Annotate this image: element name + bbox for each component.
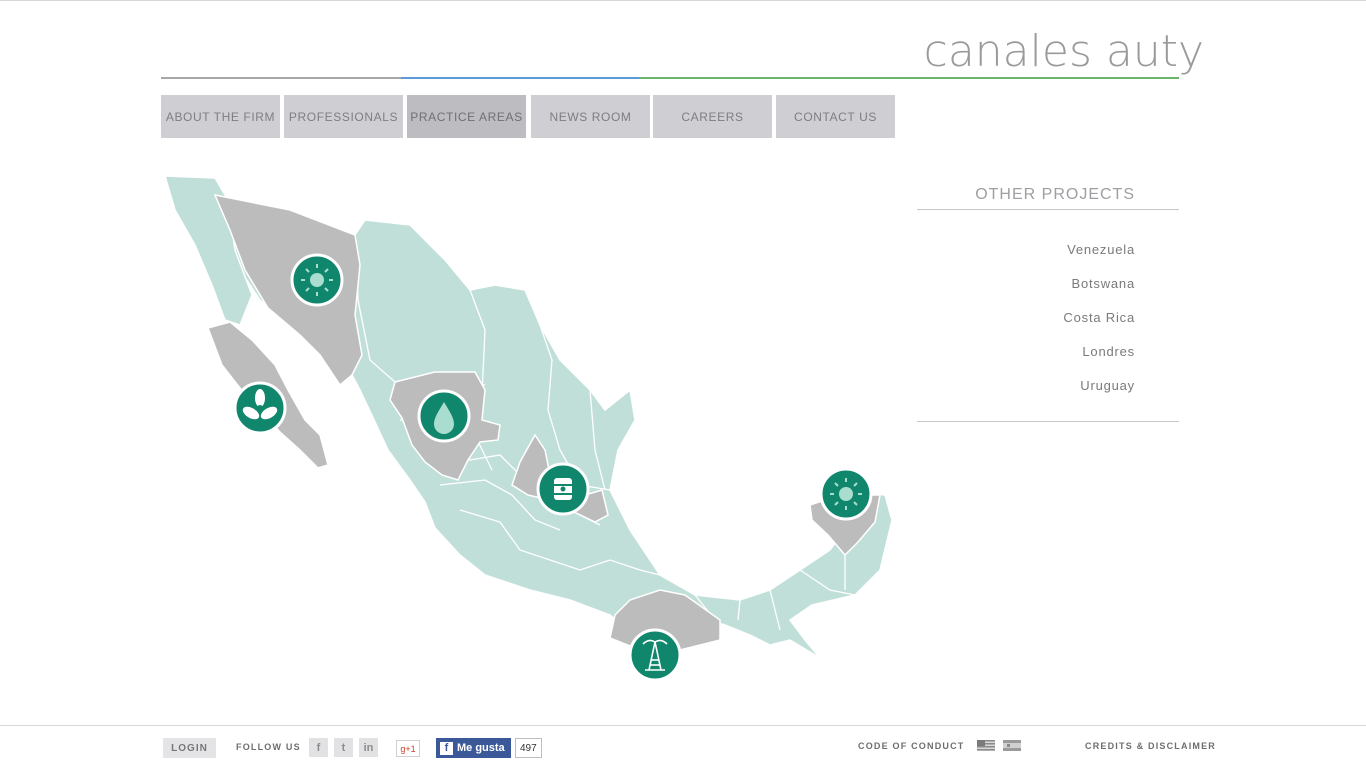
state-sonora (213, 193, 363, 387)
credits-disclaimer-link[interactable]: CREDITS & DISCLAIMER (1085, 741, 1217, 751)
login-button[interactable]: LOGIN (163, 738, 216, 758)
facebook-like-button[interactable]: f Me gusta (436, 738, 511, 758)
facebook-like-label: Me gusta (457, 742, 505, 754)
other-projects-panel: OTHER PROJECTS Venezuela Botswana Costa … (917, 186, 1179, 422)
facebook-logo-icon: f (440, 741, 453, 755)
nav-careers[interactable]: CAREERS (653, 95, 772, 138)
project-link-botswana[interactable]: Botswana (1071, 276, 1135, 291)
site-logo[interactable]: canales auty (923, 26, 1204, 77)
water-drop-icon (434, 402, 454, 434)
project-marker-oaxaca[interactable] (628, 628, 682, 682)
oil-barrel-icon (554, 478, 572, 500)
sun-icon (301, 264, 333, 296)
nav-practice-areas[interactable]: PRACTICE AREAS (407, 95, 526, 138)
linkedin-icon[interactable]: in (359, 738, 378, 757)
header-rule-blue (401, 77, 639, 79)
project-marker-durango[interactable] (417, 389, 471, 443)
header-rule-green (639, 77, 1179, 79)
project-link-venezuela[interactable]: Venezuela (1067, 242, 1135, 257)
header-rule-gray (161, 77, 401, 79)
other-projects-title: OTHER PROJECTS (975, 186, 1135, 203)
mexico-projects-map (140, 150, 910, 720)
project-marker-san-luis[interactable] (536, 462, 590, 516)
es-flag-icon[interactable] (1003, 740, 1021, 751)
nav-news-room[interactable]: NEWS ROOM (531, 95, 650, 138)
oil-rig-icon (642, 639, 668, 671)
footer: LOGIN FOLLOW US f t in g+1 f Me gusta 49… (0, 726, 1366, 768)
google-plus-one-button[interactable]: g+1 (396, 740, 420, 757)
baja-california (163, 175, 253, 326)
code-of-conduct-link[interactable]: CODE OF CONDUCT (858, 741, 965, 751)
project-marker-yucatan[interactable] (819, 467, 873, 521)
nav-contact-us[interactable]: CONTACT US (776, 95, 895, 138)
facebook-like-count: 497 (515, 738, 542, 758)
project-marker-baja[interactable] (233, 381, 287, 435)
project-link-londres[interactable]: Londres (1082, 344, 1135, 359)
other-projects-rule-top (917, 209, 1179, 210)
project-link-uruguay[interactable]: Uruguay (1080, 378, 1135, 393)
sun-icon (830, 478, 862, 510)
follow-us-label: FOLLOW US (236, 742, 301, 752)
nav-about-the-firm[interactable]: ABOUT THE FIRM (161, 95, 280, 138)
project-link-costa-rica[interactable]: Costa Rica (1063, 310, 1135, 325)
fan-icon (242, 389, 278, 420)
project-marker-sonora[interactable] (290, 253, 344, 307)
twitter-icon[interactable]: t (334, 738, 353, 757)
nav-professionals[interactable]: PROFESSIONALS (284, 95, 403, 138)
facebook-icon[interactable]: f (309, 738, 328, 757)
footer-rule (0, 725, 1366, 726)
us-flag-icon[interactable] (977, 740, 995, 751)
other-projects-rule-bottom (917, 421, 1179, 422)
other-projects-list: Venezuela Botswana Costa Rica Londres Ur… (917, 233, 1179, 403)
top-border (0, 0, 1366, 1)
